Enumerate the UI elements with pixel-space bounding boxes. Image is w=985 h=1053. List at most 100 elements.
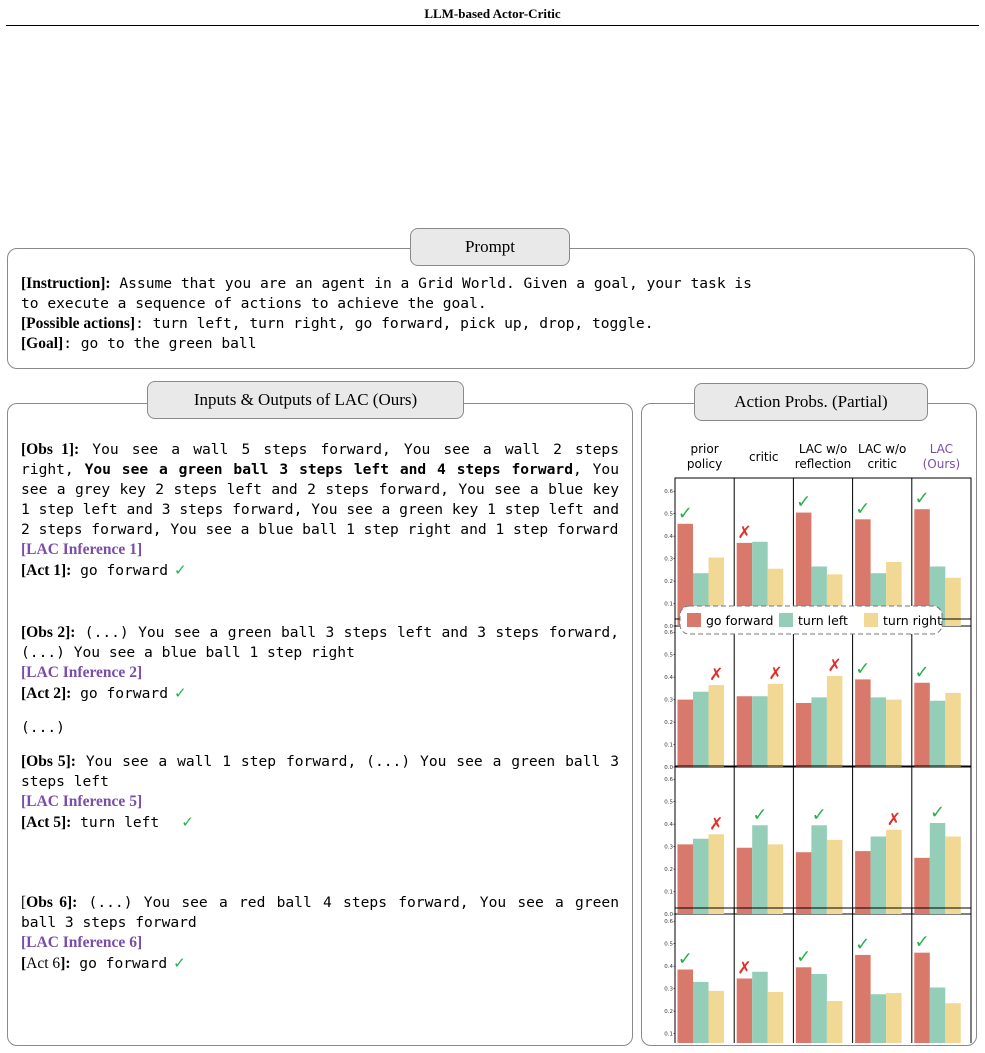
lac-inference-2: [LAC Inference 2] (21, 664, 143, 681)
bar-go-forward (855, 519, 871, 626)
obs6-label-open: [ (21, 894, 27, 911)
bar-turn-right (826, 839, 843, 914)
y-tick-label: 0.1 (664, 890, 673, 896)
y-tick-label: 0.2 (664, 720, 673, 726)
bar-go-forward (736, 696, 753, 767)
column-header-2-line2: reflection (795, 457, 852, 471)
act1-label: [Act 1]: (21, 562, 72, 579)
obs1-label: [Obs 1]: (21, 441, 80, 458)
bar-turn-left (693, 981, 709, 1043)
running-header: LLM-based Actor-Critic (424, 6, 561, 21)
bar-go-forward (914, 682, 930, 767)
bar-turn-left (929, 987, 946, 1043)
bar-go-forward (795, 702, 812, 767)
act2-text: go forward (71, 685, 169, 702)
bar-turn-left (929, 823, 946, 914)
bar-turn-right (708, 990, 724, 1043)
actions-text: : turn left, turn right, go forward, pic… (135, 315, 654, 332)
act6-label-close: ]: (60, 955, 71, 972)
bar-turn-left (752, 825, 768, 914)
bar-turn-left (752, 971, 768, 1043)
y-tick-label: 0.2 (664, 867, 673, 873)
obs1-text-bold: You see a green ball 3 steps left and 4 … (84, 461, 573, 478)
y-tick-label: 0.0 (664, 765, 673, 771)
act2-label: [Act 2]: (21, 685, 72, 702)
y-tick-label: 0.0 (664, 912, 673, 918)
column-header-3-line2: critic (867, 457, 897, 471)
bar-turn-right (886, 829, 902, 914)
bar-go-forward (795, 967, 812, 1043)
bar-turn-right (708, 685, 724, 767)
y-tick-label: 0.6 (664, 489, 673, 495)
check-icon: ✓ (678, 503, 693, 524)
bar-go-forward (677, 699, 693, 767)
goal-text: : go to the green ball (63, 335, 257, 352)
y-tick-label: 0.3 (664, 557, 673, 563)
y-tick-label: 0.4 (664, 675, 673, 681)
probs-tab: Action Probs. (Partial) (694, 383, 928, 421)
check-icon: ✓ (752, 804, 767, 825)
obs5-label: [Obs 5]: (21, 753, 76, 770)
act5-text: turn left (71, 814, 160, 831)
bar-turn-right (886, 699, 902, 767)
legend-swatch-go-forward (687, 613, 701, 627)
instruction-line1: Assume that you are an agent in a Grid W… (119, 275, 752, 292)
bar-go-forward (677, 844, 693, 914)
y-tick-label: 0.3 (664, 698, 673, 704)
legend-label-turn-right: turn right (883, 613, 942, 628)
obs5-text: You see a wall 1 step forward, (...) You… (21, 753, 619, 790)
obs2-label: [Obs 2]: (21, 624, 76, 641)
prompt-box (7, 248, 975, 369)
bar-go-forward (677, 969, 693, 1043)
bar-go-forward (736, 978, 753, 1043)
bar-turn-right (945, 692, 961, 767)
cross-icon: ✗ (887, 810, 901, 830)
column-header-1: critic (749, 450, 779, 464)
y-tick-label: 0.3 (664, 845, 673, 851)
bar-go-forward (855, 851, 871, 914)
check-icon: ✓ (855, 658, 870, 679)
bar-turn-right (945, 577, 961, 626)
header-rule (6, 25, 979, 26)
bar-turn-right (767, 844, 784, 914)
bar-turn-left (870, 994, 887, 1043)
check-icon: ✓ (855, 934, 870, 955)
check-icon: ✓ (173, 954, 186, 972)
column-header-4-line2: (Ours) (923, 457, 961, 471)
panel-row-frame (674, 907, 972, 1043)
bar-go-forward (795, 852, 812, 914)
obs2-text: (...) You see a green ball 3 steps left … (21, 624, 619, 661)
y-tick-label: 0.1 (664, 602, 673, 608)
y-tick-label: 0.6 (664, 919, 673, 925)
bar-turn-right (767, 991, 784, 1043)
bar-turn-left (752, 541, 768, 626)
y-tick-label: 0.5 (664, 653, 673, 659)
lac-inference-6: [LAC Inference 6] (21, 934, 143, 951)
bar-turn-left (870, 836, 887, 914)
check-icon: ✓ (678, 949, 693, 970)
io-box (7, 403, 633, 1046)
bar-go-forward (795, 512, 812, 626)
io-text: [Obs 1]: You see a wall 5 steps forward,… (21, 440, 619, 974)
bar-go-forward (914, 952, 930, 1043)
bar-turn-left (693, 691, 709, 767)
check-icon: ✓ (855, 498, 870, 519)
y-tick-label: 0.1 (664, 743, 673, 749)
y-tick-label: 0.2 (664, 1009, 673, 1015)
legend-label-go-forward: go forward (706, 613, 773, 628)
act1-text: go forward (71, 562, 169, 579)
bar-turn-right (826, 676, 843, 767)
bar-turn-left (870, 697, 887, 767)
y-tick-label: 0.4 (664, 964, 673, 970)
instruction-label: [Instruction]: (21, 275, 111, 292)
prompt-tab: Prompt (410, 228, 570, 266)
bar-go-forward (736, 847, 753, 914)
obs1-text-post: , You see a grey key 2 steps left and 2 … (21, 461, 619, 538)
y-tick-label: 0.6 (664, 777, 673, 783)
check-icon: ✓ (796, 946, 811, 967)
bar-go-forward (855, 954, 871, 1043)
cross-icon: ✗ (737, 523, 751, 543)
column-header-3-line1: LAC w/o (858, 442, 906, 456)
column-header-0-line1: prior (691, 442, 719, 456)
